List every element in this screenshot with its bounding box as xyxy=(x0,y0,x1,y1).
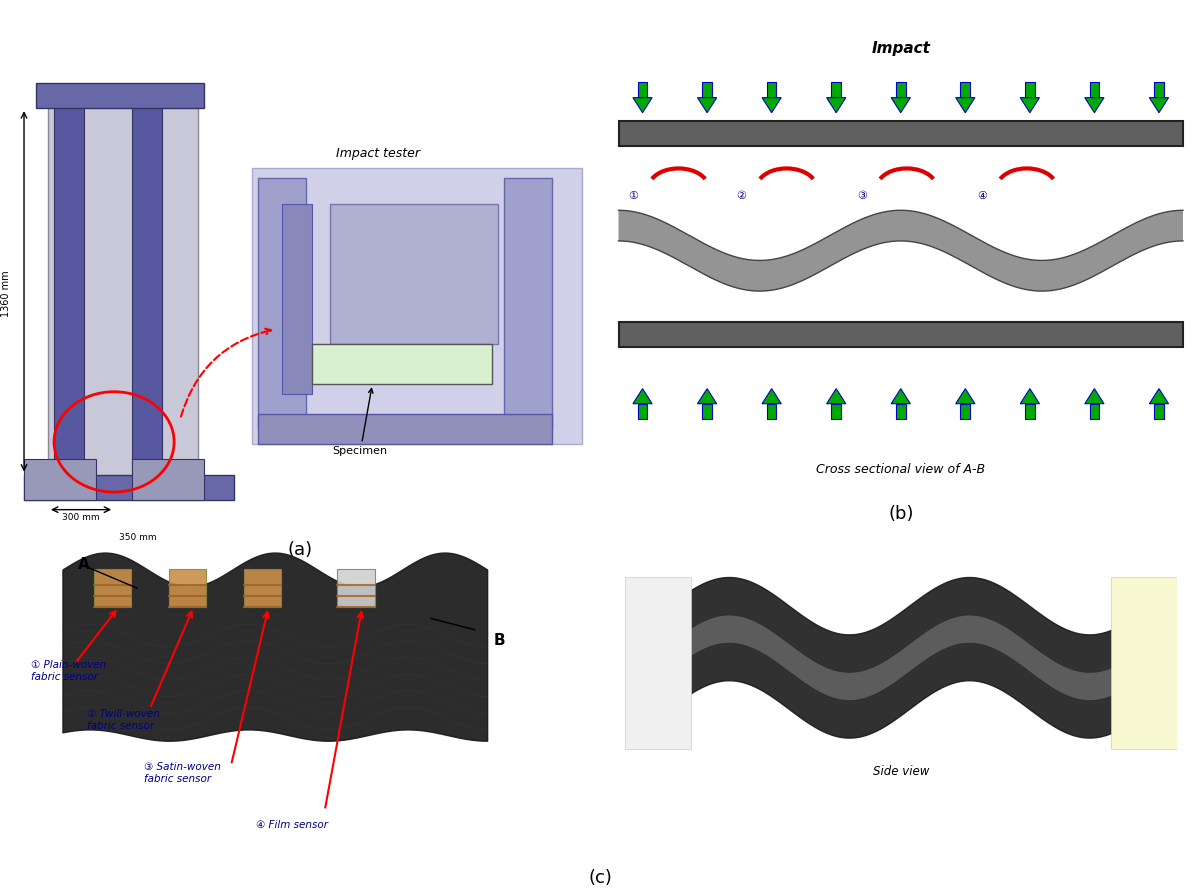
Text: (a): (a) xyxy=(288,541,312,559)
Bar xyxy=(24,475,234,500)
Bar xyxy=(831,82,841,98)
Text: Impact: Impact xyxy=(871,41,931,56)
Text: ①: ① xyxy=(628,192,639,202)
Polygon shape xyxy=(698,389,717,404)
Bar xyxy=(961,82,970,98)
Bar xyxy=(619,121,1183,146)
Text: A: A xyxy=(78,557,90,573)
Polygon shape xyxy=(826,389,846,404)
Bar xyxy=(831,404,841,419)
Bar xyxy=(132,460,204,500)
Bar xyxy=(258,178,306,429)
Bar xyxy=(132,103,162,485)
Bar xyxy=(638,82,647,98)
Polygon shape xyxy=(633,98,652,113)
Text: ① Plain-woven
fabric sensor: ① Plain-woven fabric sensor xyxy=(31,660,107,682)
Bar xyxy=(1154,404,1164,419)
Polygon shape xyxy=(761,98,782,113)
Bar xyxy=(24,460,96,500)
Bar xyxy=(1111,577,1177,749)
Bar xyxy=(258,414,552,444)
Polygon shape xyxy=(826,98,846,113)
Bar xyxy=(703,82,712,98)
Polygon shape xyxy=(1085,389,1104,404)
Bar xyxy=(312,344,492,384)
Polygon shape xyxy=(1149,98,1169,113)
Text: ④ Film sensor: ④ Film sensor xyxy=(256,821,328,831)
Polygon shape xyxy=(1149,389,1169,404)
Polygon shape xyxy=(956,389,975,404)
Text: ④: ④ xyxy=(976,192,987,202)
Bar xyxy=(1154,82,1164,98)
Text: 300 mm: 300 mm xyxy=(62,513,100,521)
Text: ③ Satin-woven
fabric sensor: ③ Satin-woven fabric sensor xyxy=(144,762,221,783)
Bar xyxy=(1026,82,1034,98)
Bar xyxy=(48,93,198,495)
Bar xyxy=(337,570,375,607)
Bar xyxy=(625,577,691,749)
Polygon shape xyxy=(761,389,782,404)
Bar xyxy=(1089,82,1099,98)
Bar xyxy=(896,82,906,98)
Text: B: B xyxy=(494,633,504,648)
Polygon shape xyxy=(1021,98,1040,113)
Bar xyxy=(767,82,777,98)
Polygon shape xyxy=(1085,98,1104,113)
Text: 350 mm: 350 mm xyxy=(119,533,157,542)
Text: ③: ③ xyxy=(856,192,867,202)
Polygon shape xyxy=(891,389,910,404)
Bar xyxy=(36,83,204,108)
Text: (b): (b) xyxy=(888,505,914,523)
Polygon shape xyxy=(891,98,910,113)
Bar xyxy=(94,570,131,607)
Bar xyxy=(252,168,582,444)
Bar xyxy=(282,203,312,394)
Text: (c): (c) xyxy=(588,869,613,887)
Bar xyxy=(1089,404,1099,419)
Bar xyxy=(703,404,712,419)
Bar xyxy=(896,404,906,419)
Bar xyxy=(54,103,84,485)
Bar xyxy=(244,570,281,607)
Bar xyxy=(168,570,207,607)
Polygon shape xyxy=(633,389,652,404)
Bar xyxy=(638,404,647,419)
Text: ②: ② xyxy=(736,192,747,202)
Text: Specimen: Specimen xyxy=(333,389,388,456)
Text: 1360 mm: 1360 mm xyxy=(1,271,11,317)
Text: ② Twill-woven
fabric sensor: ② Twill-woven fabric sensor xyxy=(88,710,160,731)
Polygon shape xyxy=(1021,389,1040,404)
Bar xyxy=(1026,404,1034,419)
Polygon shape xyxy=(956,98,975,113)
Text: Side view: Side view xyxy=(873,765,928,779)
Polygon shape xyxy=(698,98,717,113)
Text: Impact tester: Impact tester xyxy=(336,147,420,159)
Text: Cross sectional view of A-B: Cross sectional view of A-B xyxy=(817,463,985,476)
Bar xyxy=(504,178,552,429)
Bar xyxy=(330,203,498,344)
Bar xyxy=(767,404,777,419)
Bar xyxy=(961,404,970,419)
Bar xyxy=(619,322,1183,347)
